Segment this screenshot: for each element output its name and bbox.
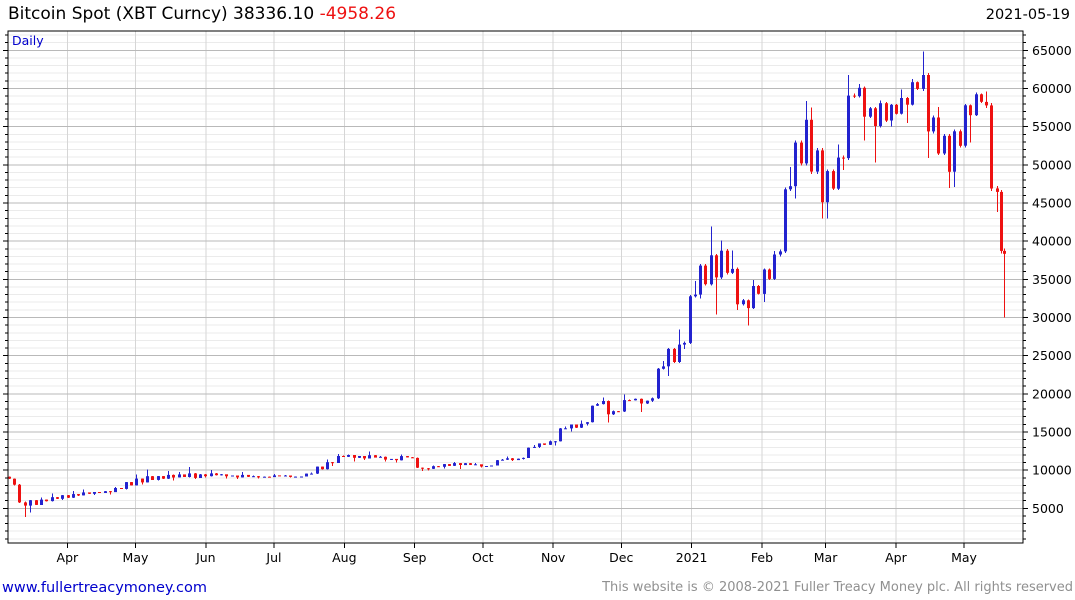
candles — [8, 51, 1006, 518]
svg-text:25000: 25000 — [1032, 348, 1072, 363]
svg-text:May: May — [951, 550, 977, 565]
svg-text:5000: 5000 — [1032, 501, 1064, 516]
svg-text:Nov: Nov — [541, 550, 566, 565]
last-price: 38336.10 — [233, 4, 315, 24]
gridlines — [8, 31, 1023, 543]
svg-text:Dec: Dec — [609, 550, 633, 565]
svg-text:Apr: Apr — [57, 550, 79, 565]
svg-text:65000: 65000 — [1032, 43, 1072, 58]
svg-text:55000: 55000 — [1032, 119, 1072, 134]
svg-text:Oct: Oct — [472, 550, 494, 565]
svg-text:15000: 15000 — [1032, 425, 1072, 440]
svg-text:50000: 50000 — [1032, 157, 1072, 172]
copyright-text: This website is © 2008-2021 Fuller Treac… — [602, 580, 1073, 595]
svg-text:May: May — [123, 550, 149, 565]
instrument-name: Bitcoin Spot (XBT Curncy) — [8, 4, 228, 24]
chart-title: Bitcoin Spot (XBT Curncy) 38336.10 -4958… — [8, 4, 396, 24]
svg-text:20000: 20000 — [1032, 386, 1072, 401]
chart-date: 2021-05-19 — [985, 7, 1070, 23]
frequency-label: Daily — [12, 33, 44, 48]
svg-text:Feb: Feb — [751, 550, 773, 565]
svg-text:Jul: Jul — [265, 550, 281, 565]
svg-text:Jun: Jun — [195, 550, 216, 565]
site-link[interactable]: www.fullertreacymoney.com — [2, 580, 207, 596]
svg-text:Apr: Apr — [885, 550, 907, 565]
svg-text:45000: 45000 — [1032, 196, 1072, 211]
svg-text:Mar: Mar — [814, 550, 838, 565]
svg-text:35000: 35000 — [1032, 272, 1072, 287]
svg-text:60000: 60000 — [1032, 81, 1072, 96]
svg-text:10000: 10000 — [1032, 463, 1072, 478]
axes: 5000 10000 15000 20000 25000 30000 35000 40000 4… — [3, 30, 1072, 565]
svg-text:Sep: Sep — [403, 550, 427, 565]
svg-text:30000: 30000 — [1032, 310, 1072, 325]
svg-text:2021: 2021 — [676, 550, 708, 565]
svg-text:40000: 40000 — [1032, 234, 1072, 249]
price-change: -4958.26 — [319, 4, 397, 24]
svg-text:Aug: Aug — [332, 550, 356, 565]
